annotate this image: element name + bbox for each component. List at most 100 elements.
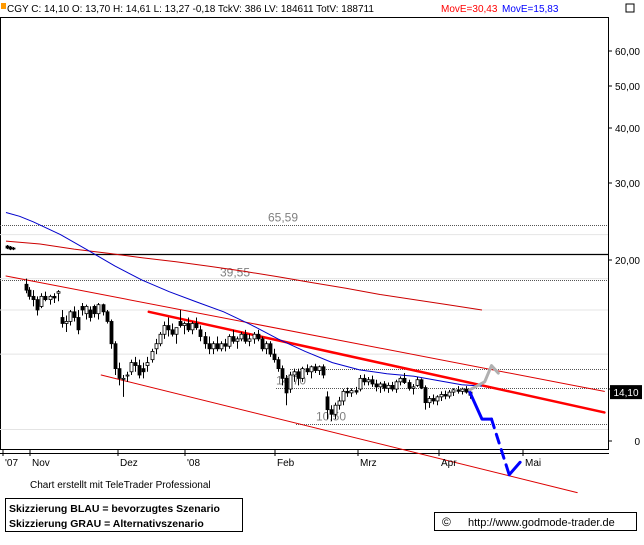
moving-average-red (5, 240, 483, 311)
candle-body (162, 325, 167, 335)
candle-body (329, 409, 334, 415)
candle-body (341, 390, 346, 402)
candle-body (374, 383, 379, 388)
candle-body (231, 336, 236, 342)
candle-body (64, 321, 69, 324)
candle-body (280, 368, 285, 379)
candle-body (96, 304, 101, 315)
candle-body (390, 384, 395, 390)
candle-body (394, 381, 399, 390)
y-tick-label: 50,00 (615, 82, 640, 93)
candle-body (252, 333, 257, 340)
candle-body (166, 325, 171, 331)
candle-body (72, 311, 77, 318)
url-box[interactable] (434, 512, 637, 531)
candle-body (203, 336, 208, 345)
candle-body (186, 323, 191, 331)
header-quote: CGY C: 14,10 O: 13,70 H: 14,61 L: 13,27 … (7, 4, 374, 15)
candle-body (88, 309, 93, 318)
candle-body (309, 366, 314, 373)
candle-body (68, 311, 73, 322)
x-tick-label: '07 (5, 458, 18, 469)
candle-body (378, 383, 383, 388)
y-tick-label: 60,00 (615, 47, 640, 58)
candle-body (27, 289, 32, 297)
candle-body (398, 377, 403, 383)
candle-body (137, 365, 142, 376)
last-price-label: 14,10 (613, 388, 638, 399)
candle-body (174, 327, 179, 335)
candle-body (333, 404, 338, 415)
candle-body (133, 362, 138, 366)
candle-body (284, 377, 289, 394)
candle-body (113, 343, 118, 370)
url-link[interactable]: http://www.godmode-trader.de (468, 517, 615, 529)
candle-body (219, 343, 224, 350)
candle-body (260, 338, 265, 350)
candle-body (8, 246, 13, 250)
candle-body (80, 306, 85, 311)
candle-body (325, 396, 330, 411)
legend-box (5, 498, 243, 532)
candle-body (247, 338, 252, 342)
candle-body (243, 333, 248, 342)
candle-body (443, 394, 448, 397)
candle-body (194, 323, 199, 329)
scenario-blau-arrow (507, 460, 522, 477)
candle-body (415, 379, 420, 386)
y-tick-label: 40,00 (615, 124, 640, 135)
candle-body (272, 353, 277, 361)
candle-body (101, 304, 106, 313)
copyright-icon: © (442, 515, 451, 529)
y-tick-label: 20,00 (615, 256, 640, 267)
candle-body (227, 336, 232, 347)
candle-body (35, 299, 40, 311)
candle-body (48, 295, 53, 301)
candle-body (92, 306, 97, 315)
level-label: 65,59 (268, 211, 298, 225)
candle-body (170, 329, 175, 335)
chart-header: CGY C: 14,10 O: 13,70 H: 14,61 L: 13,27 … (1, 3, 635, 15)
candle-body (431, 398, 436, 402)
candle-body (402, 377, 407, 383)
main-downtrend-line (147, 310, 606, 414)
y-tick-label: 30,00 (615, 179, 640, 190)
candle-body (366, 379, 371, 383)
x-tick-label: Dez (120, 458, 138, 469)
header-move-red: MovE=30,43 (441, 4, 498, 15)
candle-body (386, 384, 391, 389)
candle-body (321, 366, 326, 376)
candle-body (427, 398, 432, 404)
candle-body (141, 368, 146, 373)
candle-body (121, 377, 126, 380)
candle-body (158, 333, 163, 345)
candle-body (447, 391, 452, 397)
candle-body (207, 343, 212, 350)
candle-body (305, 368, 310, 373)
scenario-blau-arrow (468, 390, 493, 421)
x-tick-label: Mrz (360, 458, 377, 469)
candle-body (154, 343, 159, 350)
channel-lower-line (100, 374, 578, 494)
candle-body (313, 366, 318, 371)
legend-line-blau: Skizzierung BLAU = bevorzugtes Szenario (9, 503, 220, 515)
moving-average-blue (5, 212, 483, 387)
candle-body (182, 323, 187, 326)
candle-body (215, 343, 220, 350)
candle-body (292, 371, 297, 376)
last-price-box (610, 385, 642, 400)
candle-body (460, 388, 465, 392)
candle-body (117, 368, 122, 379)
candle-body (435, 396, 440, 402)
candle-body (198, 329, 203, 337)
candle-body (464, 388, 469, 393)
candle-body (345, 390, 350, 394)
candle-body (300, 368, 305, 379)
plot-frame (0, 17, 609, 450)
header-checkbox[interactable] (625, 3, 635, 13)
candle-body (56, 291, 61, 294)
y-tick-label: 0 (634, 437, 640, 448)
x-tick-label: Mai (525, 458, 541, 469)
x-tick-label: '08 (187, 458, 200, 469)
